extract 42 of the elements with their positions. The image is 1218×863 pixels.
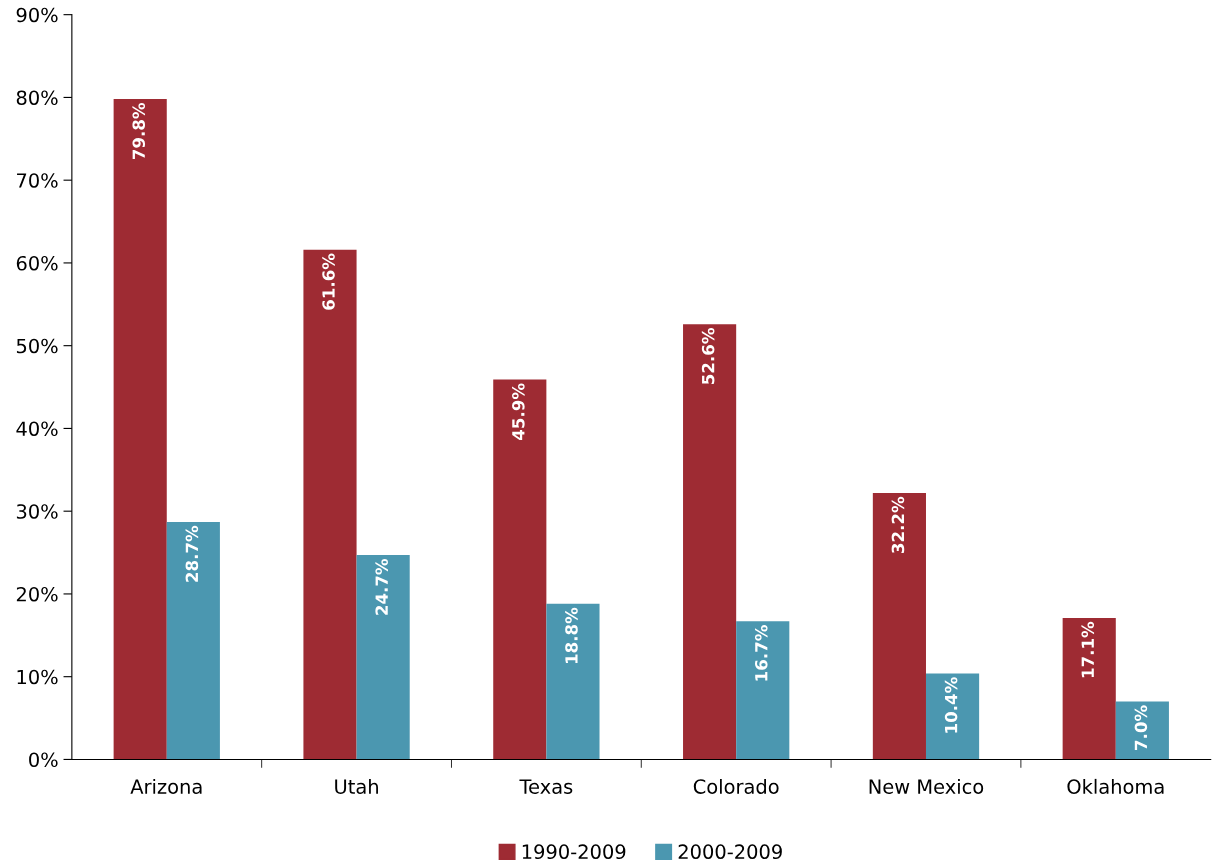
data-label: 79.8% (132, 102, 146, 160)
bar (303, 249, 357, 760)
data-label: 16.7% (754, 625, 768, 681)
bar (1115, 701, 1169, 760)
bar (166, 521, 220, 760)
data-label: 52.6% (701, 328, 715, 385)
y-tick-label: 60% (16, 255, 58, 271)
y-tick-label: 70% (17, 173, 58, 188)
bar (872, 492, 926, 760)
bar (356, 555, 410, 760)
data-label: 24.7% (375, 558, 388, 615)
data-label: 45.9% (512, 383, 525, 440)
x-tick-label: New Mexico (869, 778, 984, 794)
data-label: 18.8% (565, 607, 578, 664)
y-tick-label: 20% (16, 586, 58, 602)
legend-label: 1990-2009 (522, 844, 626, 860)
x-tick-label: Arizona (130, 778, 202, 794)
bar (493, 379, 547, 760)
bar (113, 99, 167, 760)
y-tick-label: 30% (16, 504, 58, 519)
y-tick-label: 80% (16, 90, 58, 106)
data-label: 10.4% (944, 677, 958, 733)
bar (736, 621, 790, 760)
data-label: 32.2% (891, 496, 905, 553)
bar (1062, 617, 1116, 760)
data-label: 7.0% (1134, 705, 1148, 750)
bar (925, 673, 980, 760)
y-tick-label: 90% (16, 7, 58, 23)
y-tick-label: 10% (17, 669, 58, 685)
data-label: 61.6% (322, 253, 335, 310)
bar (683, 324, 737, 760)
y-tick-label: 0% (29, 752, 58, 768)
x-tick-label: Utah (335, 778, 378, 794)
data-label: 17.1% (1081, 621, 1095, 678)
y-tick-label: 40% (16, 421, 58, 437)
bar (546, 603, 600, 760)
x-tick-label: Texas (519, 779, 573, 794)
legend-label: 2000-2009 (678, 844, 782, 860)
data-label: 28.7% (185, 525, 199, 582)
x-tick-label: Colorado (693, 778, 779, 794)
y-tick-label: 50% (16, 338, 58, 354)
x-tick-label: Oklahoma (1067, 778, 1164, 794)
